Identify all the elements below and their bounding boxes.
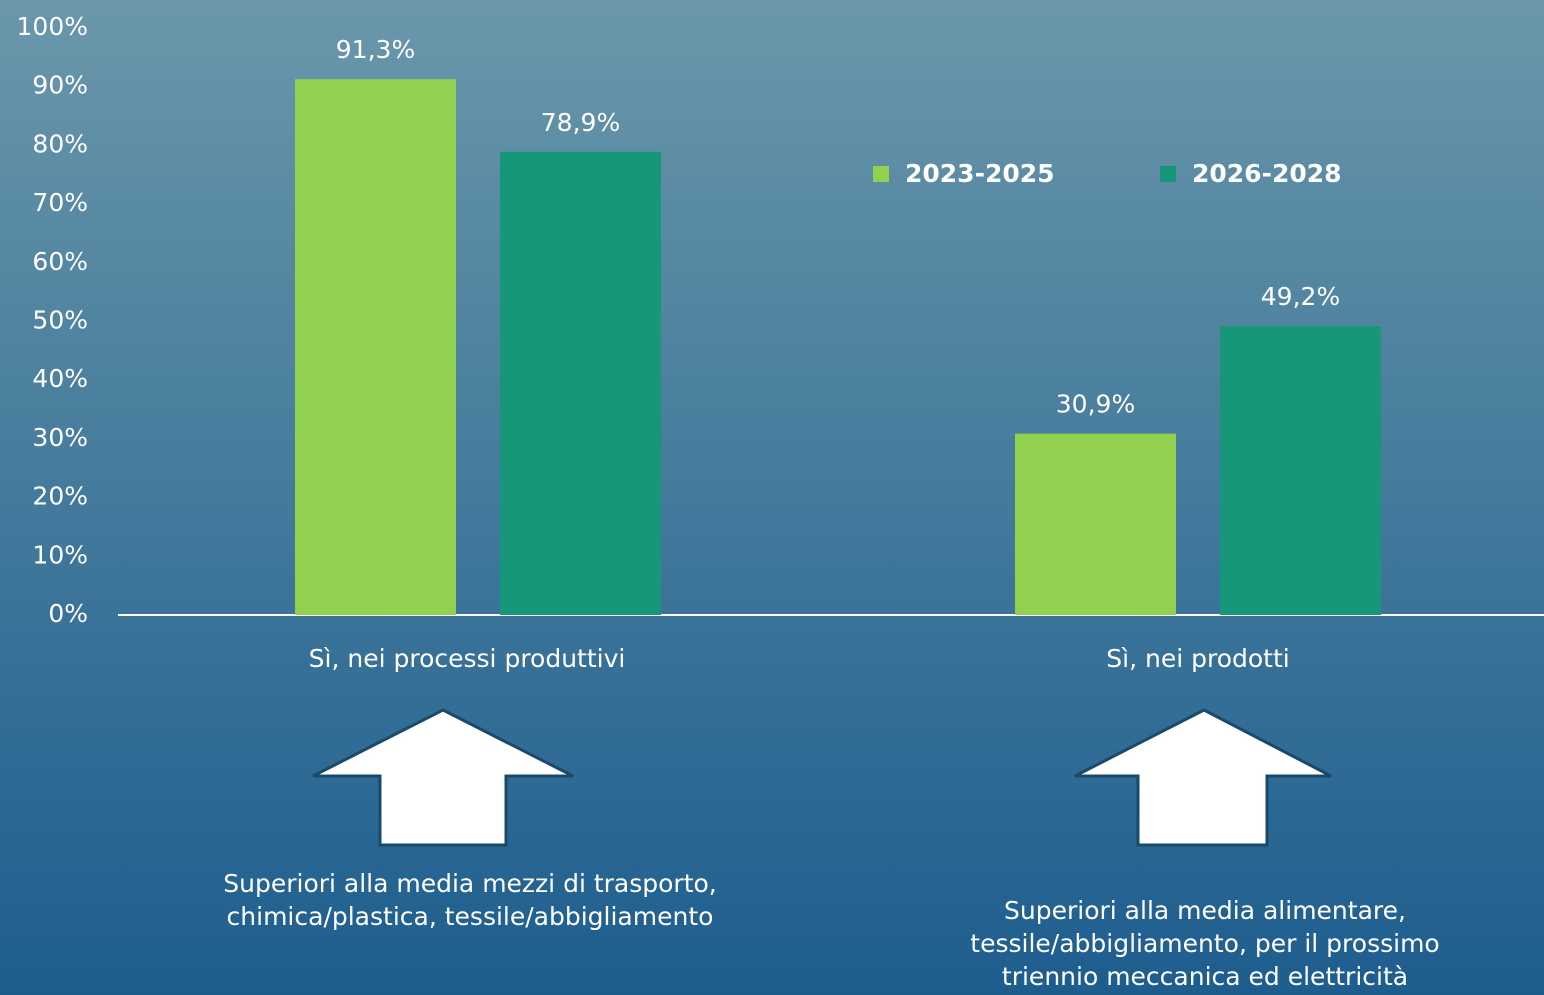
y-tick-label: 50% — [32, 306, 88, 335]
value-label: 49,2% — [1261, 282, 1340, 311]
legend-label: 2026-2028 — [1192, 159, 1342, 188]
y-tick-label: 0% — [48, 599, 88, 628]
y-tick-label: 90% — [32, 71, 88, 100]
bar — [1220, 326, 1381, 615]
legend-swatch — [1160, 166, 1176, 182]
x-tick-label: Sì, nei processi produttivi — [309, 644, 626, 673]
y-tick-label: 60% — [32, 247, 88, 276]
annotation: chimica/plastica, tessile/abbigliamento — [227, 902, 714, 931]
y-tick-label: 80% — [32, 129, 88, 158]
bar — [500, 151, 661, 615]
arrow — [312, 708, 574, 847]
x-tick-label: Sì, nei prodotti — [1106, 644, 1289, 673]
value-label: 30,9% — [1056, 390, 1135, 419]
y-tick-label: 10% — [32, 540, 88, 569]
annotation: Superiori alla media alimentare, — [1004, 896, 1406, 925]
y-tick-label: 30% — [32, 423, 88, 452]
annotation: tessile/abbigliamento, per il prossimo — [970, 929, 1439, 958]
y-tick-label: 100% — [17, 12, 88, 41]
bar — [1015, 433, 1176, 615]
y-tick-label: 20% — [32, 482, 88, 511]
annotation: Superiori alla media mezzi di trasporto, — [223, 869, 717, 898]
arrow — [1074, 708, 1332, 847]
value-label: 91,3% — [336, 35, 415, 64]
legend-label: 2023-2025 — [905, 159, 1055, 188]
annotation: triennio meccanica ed elettricità — [1002, 962, 1408, 991]
legend-swatch — [873, 166, 889, 182]
y-tick-label: 40% — [32, 364, 88, 393]
bar — [295, 79, 456, 616]
value-label: 78,9% — [541, 108, 620, 137]
y-tick-label: 70% — [32, 188, 88, 217]
